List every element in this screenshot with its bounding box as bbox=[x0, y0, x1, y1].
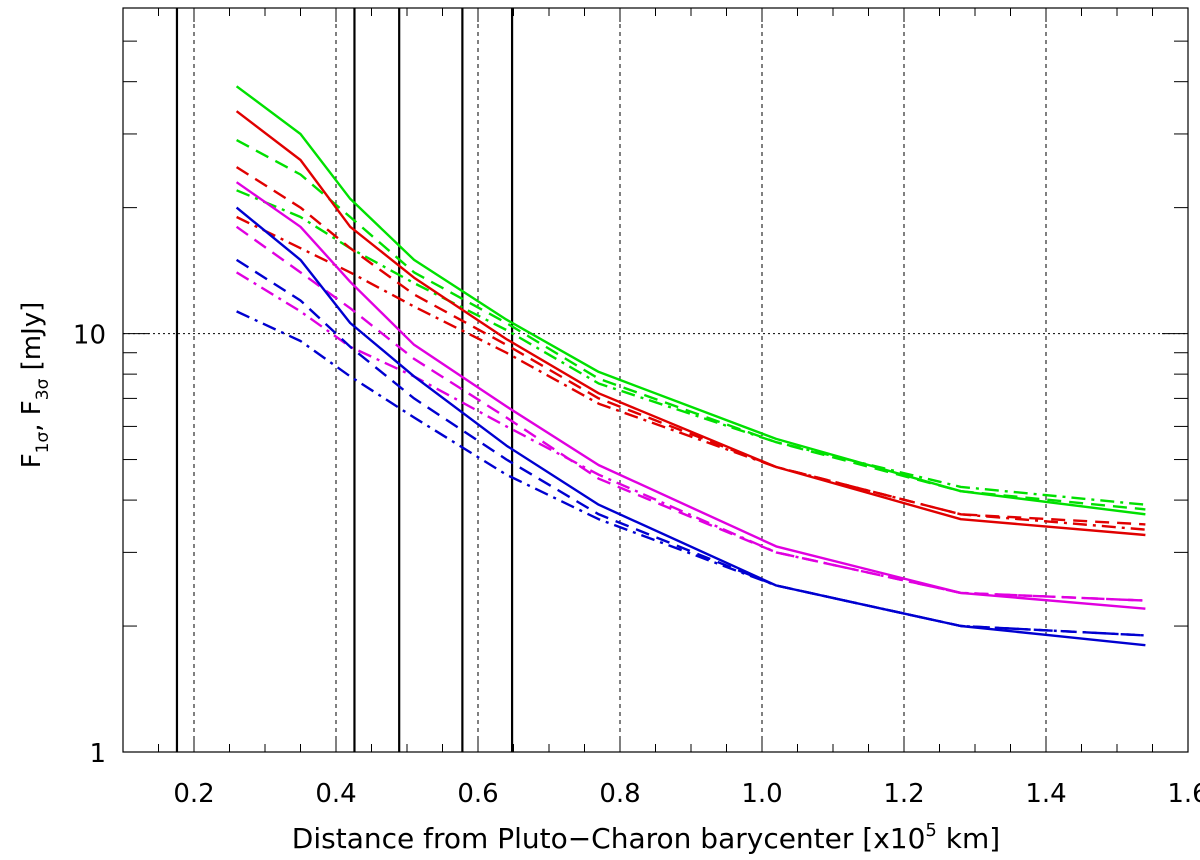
y-axis-label: F1σ, F3σ [mJy] bbox=[17, 302, 53, 469]
tick-labels: 0.2 0.4 0.6 0.8 1.0 1.2 1.4 1.6 1 10 bbox=[73, 321, 1200, 809]
vertical-reference-lines bbox=[175, 8, 514, 752]
x-tick-label-1: 0.4 bbox=[315, 779, 356, 809]
y-tick-label-1: 10 bbox=[73, 321, 106, 351]
series-line-1 bbox=[236, 139, 1146, 511]
series-line-5 bbox=[236, 215, 1146, 531]
axis-ticks bbox=[123, 7, 1188, 753]
series-line-3 bbox=[235, 110, 1146, 537]
series-line-6 bbox=[235, 181, 1146, 610]
x-tick-label-2: 0.6 bbox=[457, 779, 498, 809]
series-line-8 bbox=[235, 271, 1146, 602]
x-tick-label-7: 1.6 bbox=[1167, 779, 1200, 809]
x-tick-label-0: 0.2 bbox=[173, 779, 214, 809]
x-tick-label-4: 1.0 bbox=[741, 779, 782, 809]
series-line-10 bbox=[235, 258, 1146, 637]
series-line-11 bbox=[236, 310, 1146, 637]
grid-lines bbox=[123, 8, 1188, 752]
x-tick-label-3: 0.8 bbox=[599, 779, 640, 809]
x-axis-label: Distance from Pluto−Charon barycenter [x… bbox=[292, 820, 1000, 855]
series-line-0 bbox=[235, 85, 1146, 516]
x-tick-label-5: 1.2 bbox=[883, 779, 924, 809]
y-tick-label-0: 1 bbox=[89, 739, 106, 769]
x-tick-label-6: 1.4 bbox=[1025, 779, 1066, 809]
series-line-9 bbox=[235, 206, 1146, 647]
series-line-2 bbox=[236, 189, 1146, 506]
series-lines bbox=[235, 85, 1146, 647]
series-line-7 bbox=[235, 225, 1146, 602]
series-line-4 bbox=[235, 166, 1146, 526]
